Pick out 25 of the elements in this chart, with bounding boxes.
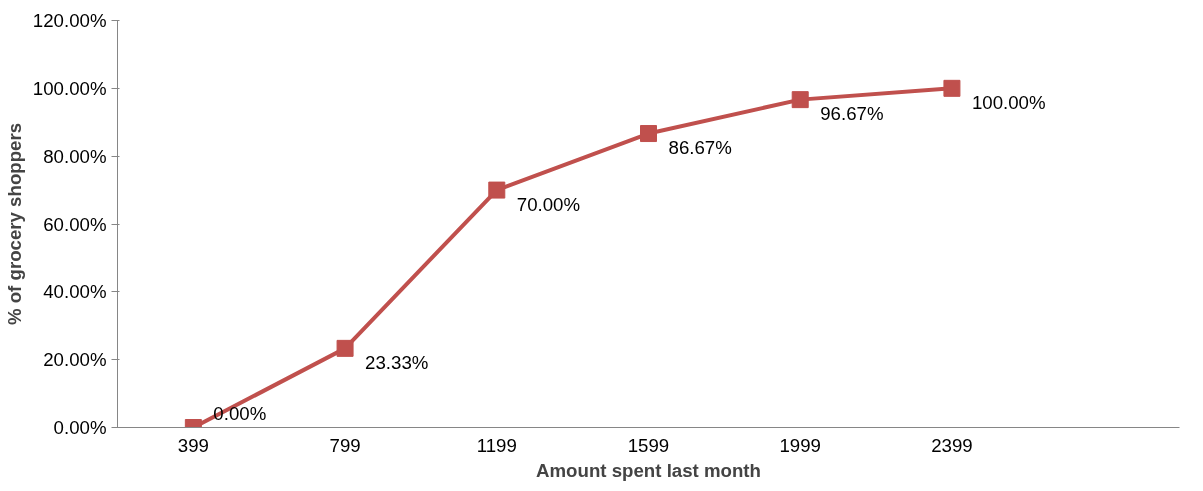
- y-tick-label: 0.00%: [53, 417, 107, 438]
- x-tick-label: 799: [329, 434, 361, 456]
- x-axis-title: Amount spent last month: [536, 459, 761, 481]
- x-tick-label: 1199: [476, 434, 517, 456]
- y-tick-label: 120.00%: [32, 10, 107, 31]
- point: [640, 125, 657, 143]
- y-tick-label: 20.00%: [43, 349, 107, 371]
- x-tick-label: 399: [177, 434, 209, 456]
- point: [336, 339, 354, 357]
- x-tick-label: 2399: [931, 434, 973, 456]
- y-axis-title: % of grocery shoppers: [3, 122, 25, 326]
- y-tick-label: 100.00%: [32, 77, 107, 99]
- data-label: 96.67%: [820, 103, 884, 125]
- x-tick-label: 1999: [779, 434, 821, 456]
- data-label: 100.00%: [971, 91, 1046, 113]
- y-tick-label: 80.00%: [43, 145, 107, 167]
- data-label: 86.67%: [668, 137, 732, 159]
- y-tick-label: 40.00%: [43, 281, 107, 303]
- y-tick-label: 60.00%: [43, 213, 107, 235]
- point: [791, 91, 809, 109]
- point: [488, 181, 506, 199]
- point: [943, 79, 961, 97]
- data-label: 23.33%: [365, 351, 429, 373]
- x-tick-label: 1599: [627, 434, 670, 456]
- data-label: 70.00%: [516, 193, 581, 215]
